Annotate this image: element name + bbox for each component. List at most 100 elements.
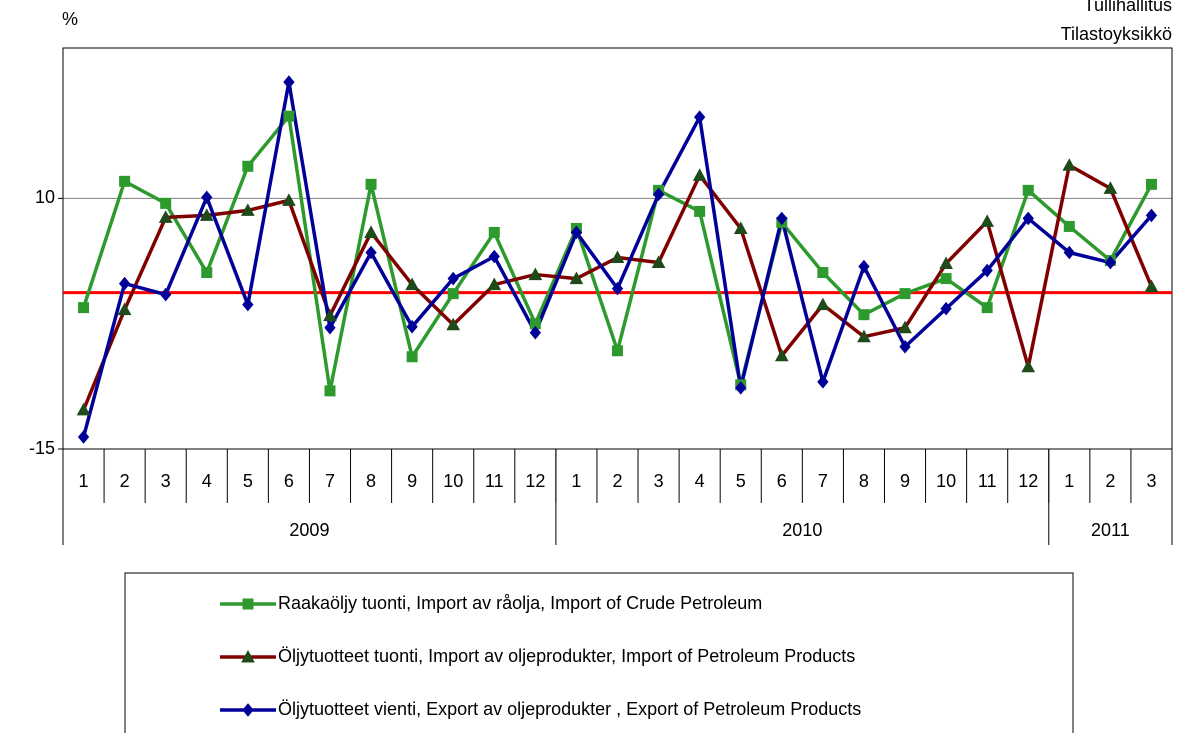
legend-marker (242, 703, 254, 717)
marker (242, 297, 254, 312)
x-tick-label: 2 (120, 471, 130, 491)
marker (282, 193, 296, 206)
x-tick-label: 10 (936, 471, 956, 491)
marker (1145, 208, 1158, 223)
marker (776, 211, 788, 226)
x-tick-label: 6 (284, 471, 294, 491)
plot-frame (62, 47, 1173, 450)
x-tick-label: 3 (1146, 471, 1156, 491)
y-tick-label: 10 (35, 187, 55, 207)
marker (612, 345, 623, 357)
x-tick-label: 7 (325, 471, 335, 491)
legend-label: Öljytuotteet vienti, Export av oljeprodu… (278, 699, 861, 719)
marker (158, 210, 173, 223)
source-line: Tilastoyksikkö (1061, 24, 1172, 44)
marker (1103, 181, 1118, 194)
marker (76, 402, 91, 416)
marker (857, 329, 871, 343)
x-tick-label: 5 (243, 471, 253, 491)
marker (242, 160, 254, 172)
group-label: 2009 (289, 520, 329, 540)
marker (447, 288, 459, 300)
marker (611, 281, 624, 296)
marker (283, 110, 295, 122)
marker (447, 271, 459, 286)
marker (77, 430, 90, 444)
marker (1022, 184, 1034, 196)
marker (199, 208, 214, 221)
marker (201, 267, 213, 279)
marker (774, 348, 789, 362)
legend-marker (242, 598, 254, 610)
marker (939, 256, 953, 270)
marker (610, 250, 625, 264)
marker (899, 288, 911, 300)
marker (117, 302, 132, 316)
x-tick-label: 8 (859, 471, 869, 491)
marker (1063, 220, 1075, 232)
marker (365, 245, 377, 260)
marker (981, 302, 993, 314)
marker (1063, 245, 1075, 260)
marker (1104, 255, 1117, 270)
marker (119, 175, 131, 187)
x-tick-label: 5 (736, 471, 746, 491)
x-tick-label: 6 (777, 471, 787, 491)
marker (406, 319, 418, 334)
marker (694, 205, 706, 217)
marker (692, 168, 707, 181)
marker (1145, 178, 1157, 190)
marker (364, 225, 378, 238)
source-line: Tullihallitus (1084, 0, 1172, 15)
x-tick-label: 1 (1064, 471, 1074, 491)
marker (365, 178, 377, 190)
marker (406, 351, 418, 363)
marker (652, 187, 665, 202)
marker (1144, 279, 1159, 293)
x-tick-label: 2 (612, 471, 622, 491)
marker (446, 317, 461, 331)
legend-marker (241, 649, 255, 663)
marker (569, 271, 584, 285)
x-tick-label: 12 (1018, 471, 1038, 491)
x-tick-label: 2 (1105, 471, 1115, 491)
marker (160, 197, 172, 209)
marker (858, 259, 870, 274)
x-tick-label: 7 (818, 471, 828, 491)
group-label: 2010 (782, 520, 822, 540)
marker (733, 221, 748, 234)
legend-label: Öljytuotteet tuonti, Import av oljeprodu… (278, 646, 855, 666)
marker (1022, 211, 1034, 226)
marker (1062, 158, 1077, 171)
marker (651, 255, 666, 269)
x-tick-label: 12 (525, 471, 545, 491)
marker (858, 309, 870, 321)
x-tick-label: 11 (978, 471, 997, 491)
marker (899, 339, 911, 354)
marker (487, 277, 502, 291)
marker (324, 385, 336, 397)
marker (735, 381, 747, 395)
marker (940, 273, 952, 285)
marker (980, 214, 995, 227)
marker (488, 226, 500, 238)
group-label: 2011 (1091, 520, 1130, 540)
marker (817, 267, 829, 279)
marker (78, 302, 90, 314)
marker (817, 375, 829, 389)
marker (118, 276, 131, 291)
x-tick-label: 10 (443, 471, 463, 491)
x-tick-label: 3 (654, 471, 664, 491)
x-tick-label: 9 (407, 471, 417, 491)
y-axis-label: % (62, 9, 78, 29)
marker (405, 277, 419, 291)
marker (160, 287, 172, 302)
marker (324, 320, 336, 335)
x-tick-label: 3 (161, 471, 171, 491)
marker (940, 301, 952, 316)
marker (528, 267, 543, 281)
x-tick-label: 11 (485, 471, 504, 491)
marker (529, 325, 542, 340)
marker (981, 263, 993, 278)
marker (488, 249, 500, 264)
